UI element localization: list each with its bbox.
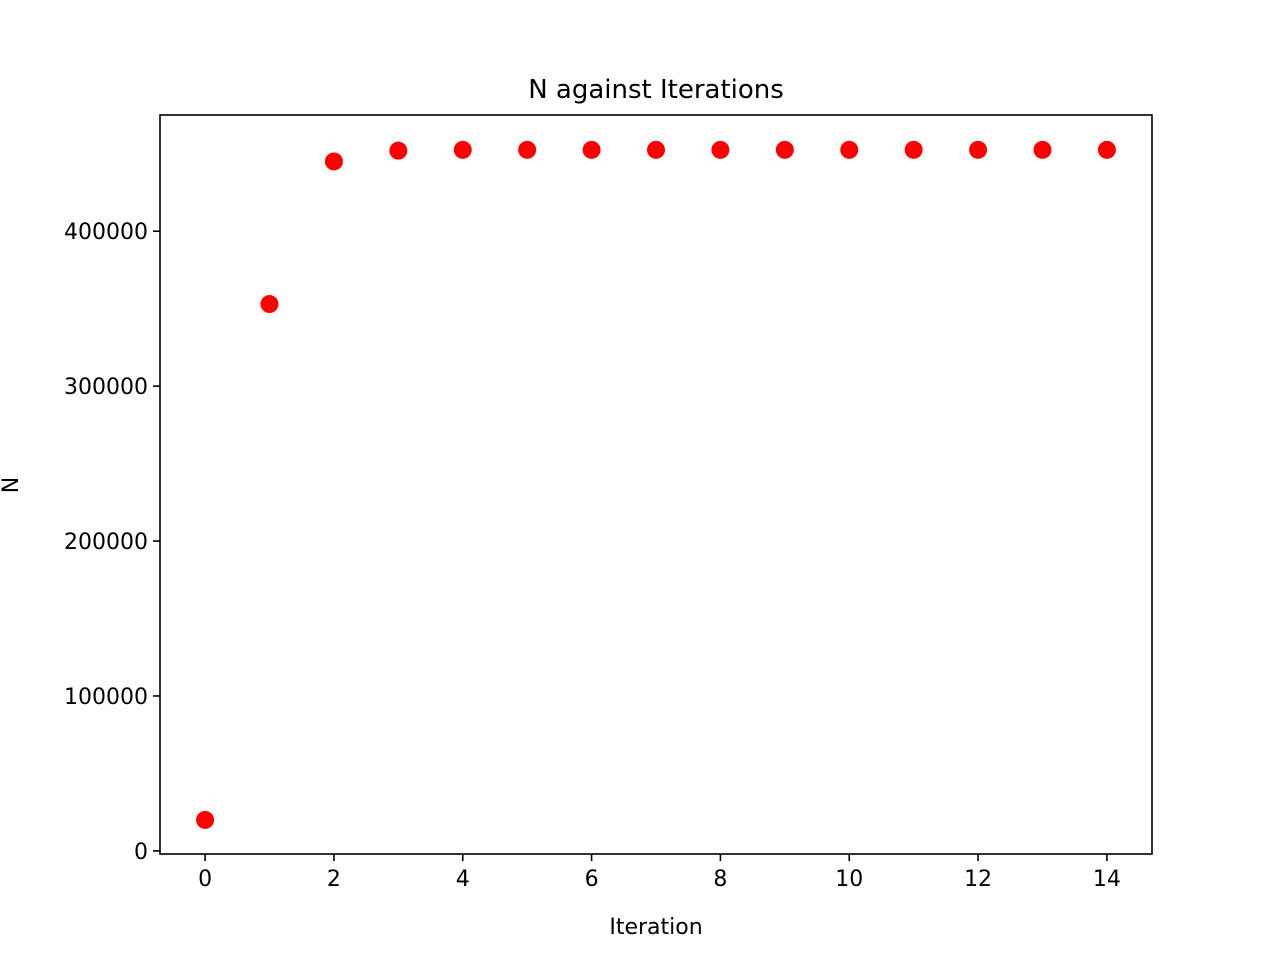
y-tick-label: 400000 xyxy=(64,220,148,245)
x-tick-label: 2 xyxy=(327,867,341,892)
y-axis-ticks: 0 100000 200000 300000 400000 xyxy=(64,220,160,865)
x-tick-label: 10 xyxy=(835,867,863,892)
x-tick-label: 0 xyxy=(198,867,212,892)
data-point xyxy=(647,140,665,159)
data-point xyxy=(904,140,923,159)
data-points xyxy=(196,140,1116,829)
x-tick-label: 12 xyxy=(964,867,992,892)
data-point xyxy=(1033,140,1052,159)
x-tick-label: 6 xyxy=(585,867,599,892)
data-point xyxy=(969,140,988,159)
data-point xyxy=(453,140,472,159)
y-tick-label: 300000 xyxy=(64,375,148,400)
data-point xyxy=(196,810,215,829)
data-point xyxy=(1097,140,1116,159)
chart-title: N against Iterations xyxy=(528,75,784,105)
y-tick-label: 200000 xyxy=(64,530,148,555)
x-tick-label: 4 xyxy=(456,867,470,892)
data-point xyxy=(260,295,279,314)
y-tick-label: 100000 xyxy=(64,685,148,710)
x-axis-label: Iteration xyxy=(609,915,702,940)
x-tick-label: 8 xyxy=(713,867,727,892)
y-axis-label: N xyxy=(0,477,24,493)
x-axis-ticks: 0 2 4 6 8 10 12 14 xyxy=(198,854,1121,892)
data-point xyxy=(518,140,537,159)
data-point xyxy=(775,140,794,159)
axes-frame xyxy=(159,114,1153,855)
data-point xyxy=(324,152,343,171)
data-point xyxy=(389,141,408,160)
data-point xyxy=(582,140,601,159)
x-tick-label: 14 xyxy=(1093,867,1121,892)
data-point xyxy=(840,140,859,159)
data-point xyxy=(711,140,730,159)
y-tick-label: 0 xyxy=(134,840,148,865)
